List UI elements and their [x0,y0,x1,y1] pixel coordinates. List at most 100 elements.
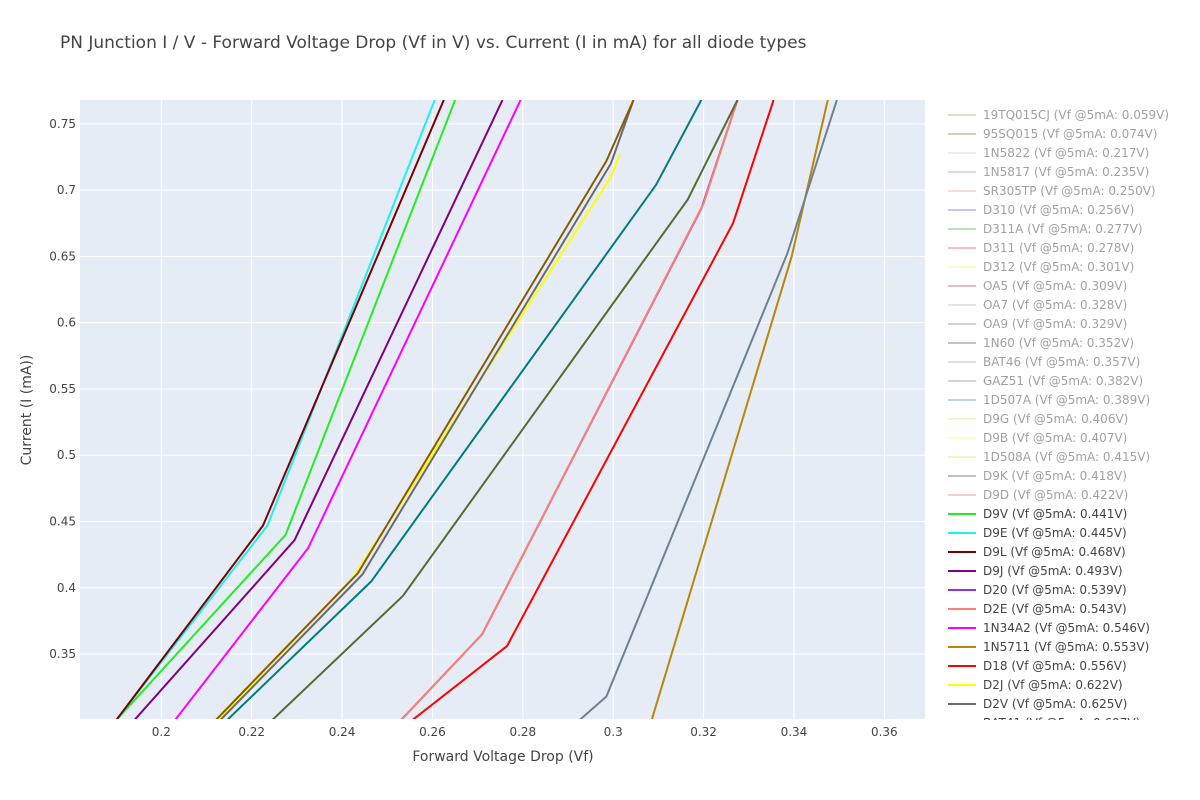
legend-label: D2J (Vf @5mA: 0.622V) [983,678,1123,692]
legend-label: 1D507A (Vf @5mA: 0.389V) [983,393,1150,407]
legend-item[interactable]: 1N5822 (Vf @5mA: 0.217V) [948,146,1149,160]
legend-label: D2V (Vf @5mA: 0.625V) [983,697,1127,711]
legend-item[interactable]: D9V (Vf @5mA: 0.441V) [948,507,1127,521]
legend-item[interactable]: 1N5711 (Vf @5mA: 0.553V) [948,640,1149,654]
series-line [134,100,504,719]
legend-item[interactable]: D311A (Vf @5mA: 0.277V) [948,222,1143,236]
legend-label: D9B (Vf @5mA: 0.407V) [983,431,1127,445]
series-line [219,100,635,719]
legend-label: D9D (Vf @5mA: 0.422V) [983,488,1128,502]
x-tick-label: 0.3 [604,725,623,739]
series-line [271,100,739,719]
x-axis-title: Forward Voltage Drop (Vf) [412,749,593,765]
plot-background [80,100,925,719]
legend-label: OA5 (Vf @5mA: 0.309V) [983,279,1127,293]
y-tick-label: 0.65 [49,249,76,263]
y-tick-label: 0.35 [49,647,76,661]
legend-label: D310 (Vf @5mA: 0.256V) [983,203,1134,217]
legend-label: D20 (Vf @5mA: 0.539V) [983,583,1127,597]
legend-item[interactable]: D9E (Vf @5mA: 0.445V) [948,526,1127,540]
legend-label: BAT46 (Vf @5mA: 0.357V) [983,355,1140,369]
legend-label: D9K (Vf @5mA: 0.418V) [983,469,1127,483]
legend-item[interactable]: 1D508A (Vf @5mA: 0.415V) [948,450,1150,464]
series-line [579,100,838,719]
legend-label: D9J (Vf @5mA: 0.493V) [983,564,1123,578]
legend-item[interactable]: D312 (Vf @5mA: 0.301V) [948,260,1134,274]
chart-title: PN Junction I / V - Forward Voltage Drop… [60,33,807,53]
legend-label: D9E (Vf @5mA: 0.445V) [983,526,1127,540]
legend-label: D311A (Vf @5mA: 0.277V) [983,222,1143,236]
x-tick-label: 0.22 [238,725,265,739]
legend-item[interactable]: OA7 (Vf @5mA: 0.328V) [948,298,1127,312]
legend-item[interactable]: D9D (Vf @5mA: 0.422V) [948,488,1128,502]
legend-label: 95SQ015 (Vf @5mA: 0.074V) [983,127,1157,141]
x-tick-label: 0.32 [690,725,717,739]
y-tick-label: 0.7 [57,183,76,197]
legend-item[interactable]: D9L (Vf @5mA: 0.468V) [948,545,1126,559]
legend-label: OA7 (Vf @5mA: 0.328V) [983,298,1127,312]
legend-label: D9G (Vf @5mA: 0.406V) [983,412,1128,426]
series-line [115,100,457,719]
x-tick-label: 0.36 [871,725,898,739]
legend-item[interactable]: D20 (Vf @5mA: 0.539V) [948,583,1127,597]
legend-label: 1D508A (Vf @5mA: 0.415V) [983,450,1150,464]
legend-item[interactable]: D2E (Vf @5mA: 0.543V) [948,602,1127,616]
legend-item[interactable]: D9G (Vf @5mA: 0.406V) [948,412,1128,426]
legend-item[interactable]: 95SQ015 (Vf @5mA: 0.074V) [948,127,1157,141]
legend-item[interactable]: D2V (Vf @5mA: 0.625V) [948,697,1127,711]
legend-item[interactable]: GAZ51 (Vf @5mA: 0.382V) [948,374,1143,388]
legend-label: D2E (Vf @5mA: 0.543V) [983,602,1127,616]
legend-item[interactable]: 1N60 (Vf @5mA: 0.352V) [948,336,1134,350]
legend-label: 19TQ015CJ (Vf @5mA: 0.059V) [983,108,1169,122]
legend-label: D312 (Vf @5mA: 0.301V) [983,260,1134,274]
y-tick-label: 0.5 [57,448,76,462]
legend-item[interactable]: 1N5817 (Vf @5mA: 0.235V) [948,165,1149,179]
legend-item[interactable]: OA5 (Vf @5mA: 0.309V) [948,279,1127,293]
legend-item[interactable]: D9B (Vf @5mA: 0.407V) [948,431,1127,445]
legend-item[interactable]: D311 (Vf @5mA: 0.278V) [948,241,1134,255]
legend-label: SR305TP (Vf @5mA: 0.250V) [983,184,1156,198]
legend-item[interactable]: OA9 (Vf @5mA: 0.329V) [948,317,1127,331]
y-tick-label: 0.75 [49,117,76,131]
series-line [215,100,635,719]
legend-label: D18 (Vf @5mA: 0.556V) [983,659,1127,673]
legend-item-overflow[interactable]: BAT41 (Vf @5mA: 0.697V) [948,716,1140,730]
data-lines [115,100,838,719]
legend-item[interactable]: D310 (Vf @5mA: 0.256V) [948,203,1134,217]
series-line [226,100,703,719]
legend-item[interactable]: D9K (Vf @5mA: 0.418V) [948,469,1127,483]
y-axis-title: Current (I (mA)) [19,355,35,466]
series-line [412,100,775,719]
series-line [400,100,739,719]
y-tick-label: 0.55 [49,382,76,396]
y-tick-label: 0.6 [57,316,76,330]
legend-item[interactable]: D9J (Vf @5mA: 0.493V) [948,564,1123,578]
legend-item[interactable]: BAT46 (Vf @5mA: 0.357V) [948,355,1140,369]
x-tick-label: 0.2 [152,725,171,739]
legend[interactable]: 19TQ015CJ (Vf @5mA: 0.059V) 95SQ015 (Vf @… [948,108,1169,730]
legend-label: BAT41 (Vf @5mA: 0.697V) [983,716,1140,730]
legend-item[interactable]: 1N34A2 (Vf @5mA: 0.546V) [948,621,1150,635]
x-tick-label: 0.26 [419,725,446,739]
x-tick-label: 0.28 [509,725,536,739]
legend-label: 1N5711 (Vf @5mA: 0.553V) [983,640,1149,654]
legend-item[interactable]: SR305TP (Vf @5mA: 0.250V) [948,184,1156,198]
series-line [115,100,436,719]
y-gridlines [80,123,925,655]
y-tick-label: 0.45 [49,515,76,529]
legend-label: GAZ51 (Vf @5mA: 0.382V) [983,374,1143,388]
x-tick-label: 0.24 [329,725,356,739]
series-line [174,100,522,719]
legend-item[interactable]: D2J (Vf @5mA: 0.622V) [948,678,1123,692]
legend-item[interactable]: 1D507A (Vf @5mA: 0.389V) [948,393,1150,407]
legend-item[interactable]: 19TQ015CJ (Vf @5mA: 0.059V) [948,108,1169,122]
legend-item[interactable]: D18 (Vf @5mA: 0.556V) [948,659,1127,673]
legend-label: D9V (Vf @5mA: 0.441V) [983,507,1127,521]
legend-label: OA9 (Vf @5mA: 0.329V) [983,317,1127,331]
x-tick-label: 0.34 [781,725,808,739]
legend-label: D311 (Vf @5mA: 0.278V) [983,241,1134,255]
legend-label: 1N60 (Vf @5mA: 0.352V) [983,336,1134,350]
legend-label: 1N34A2 (Vf @5mA: 0.546V) [983,621,1150,635]
legend-label: 1N5822 (Vf @5mA: 0.217V) [983,146,1149,160]
